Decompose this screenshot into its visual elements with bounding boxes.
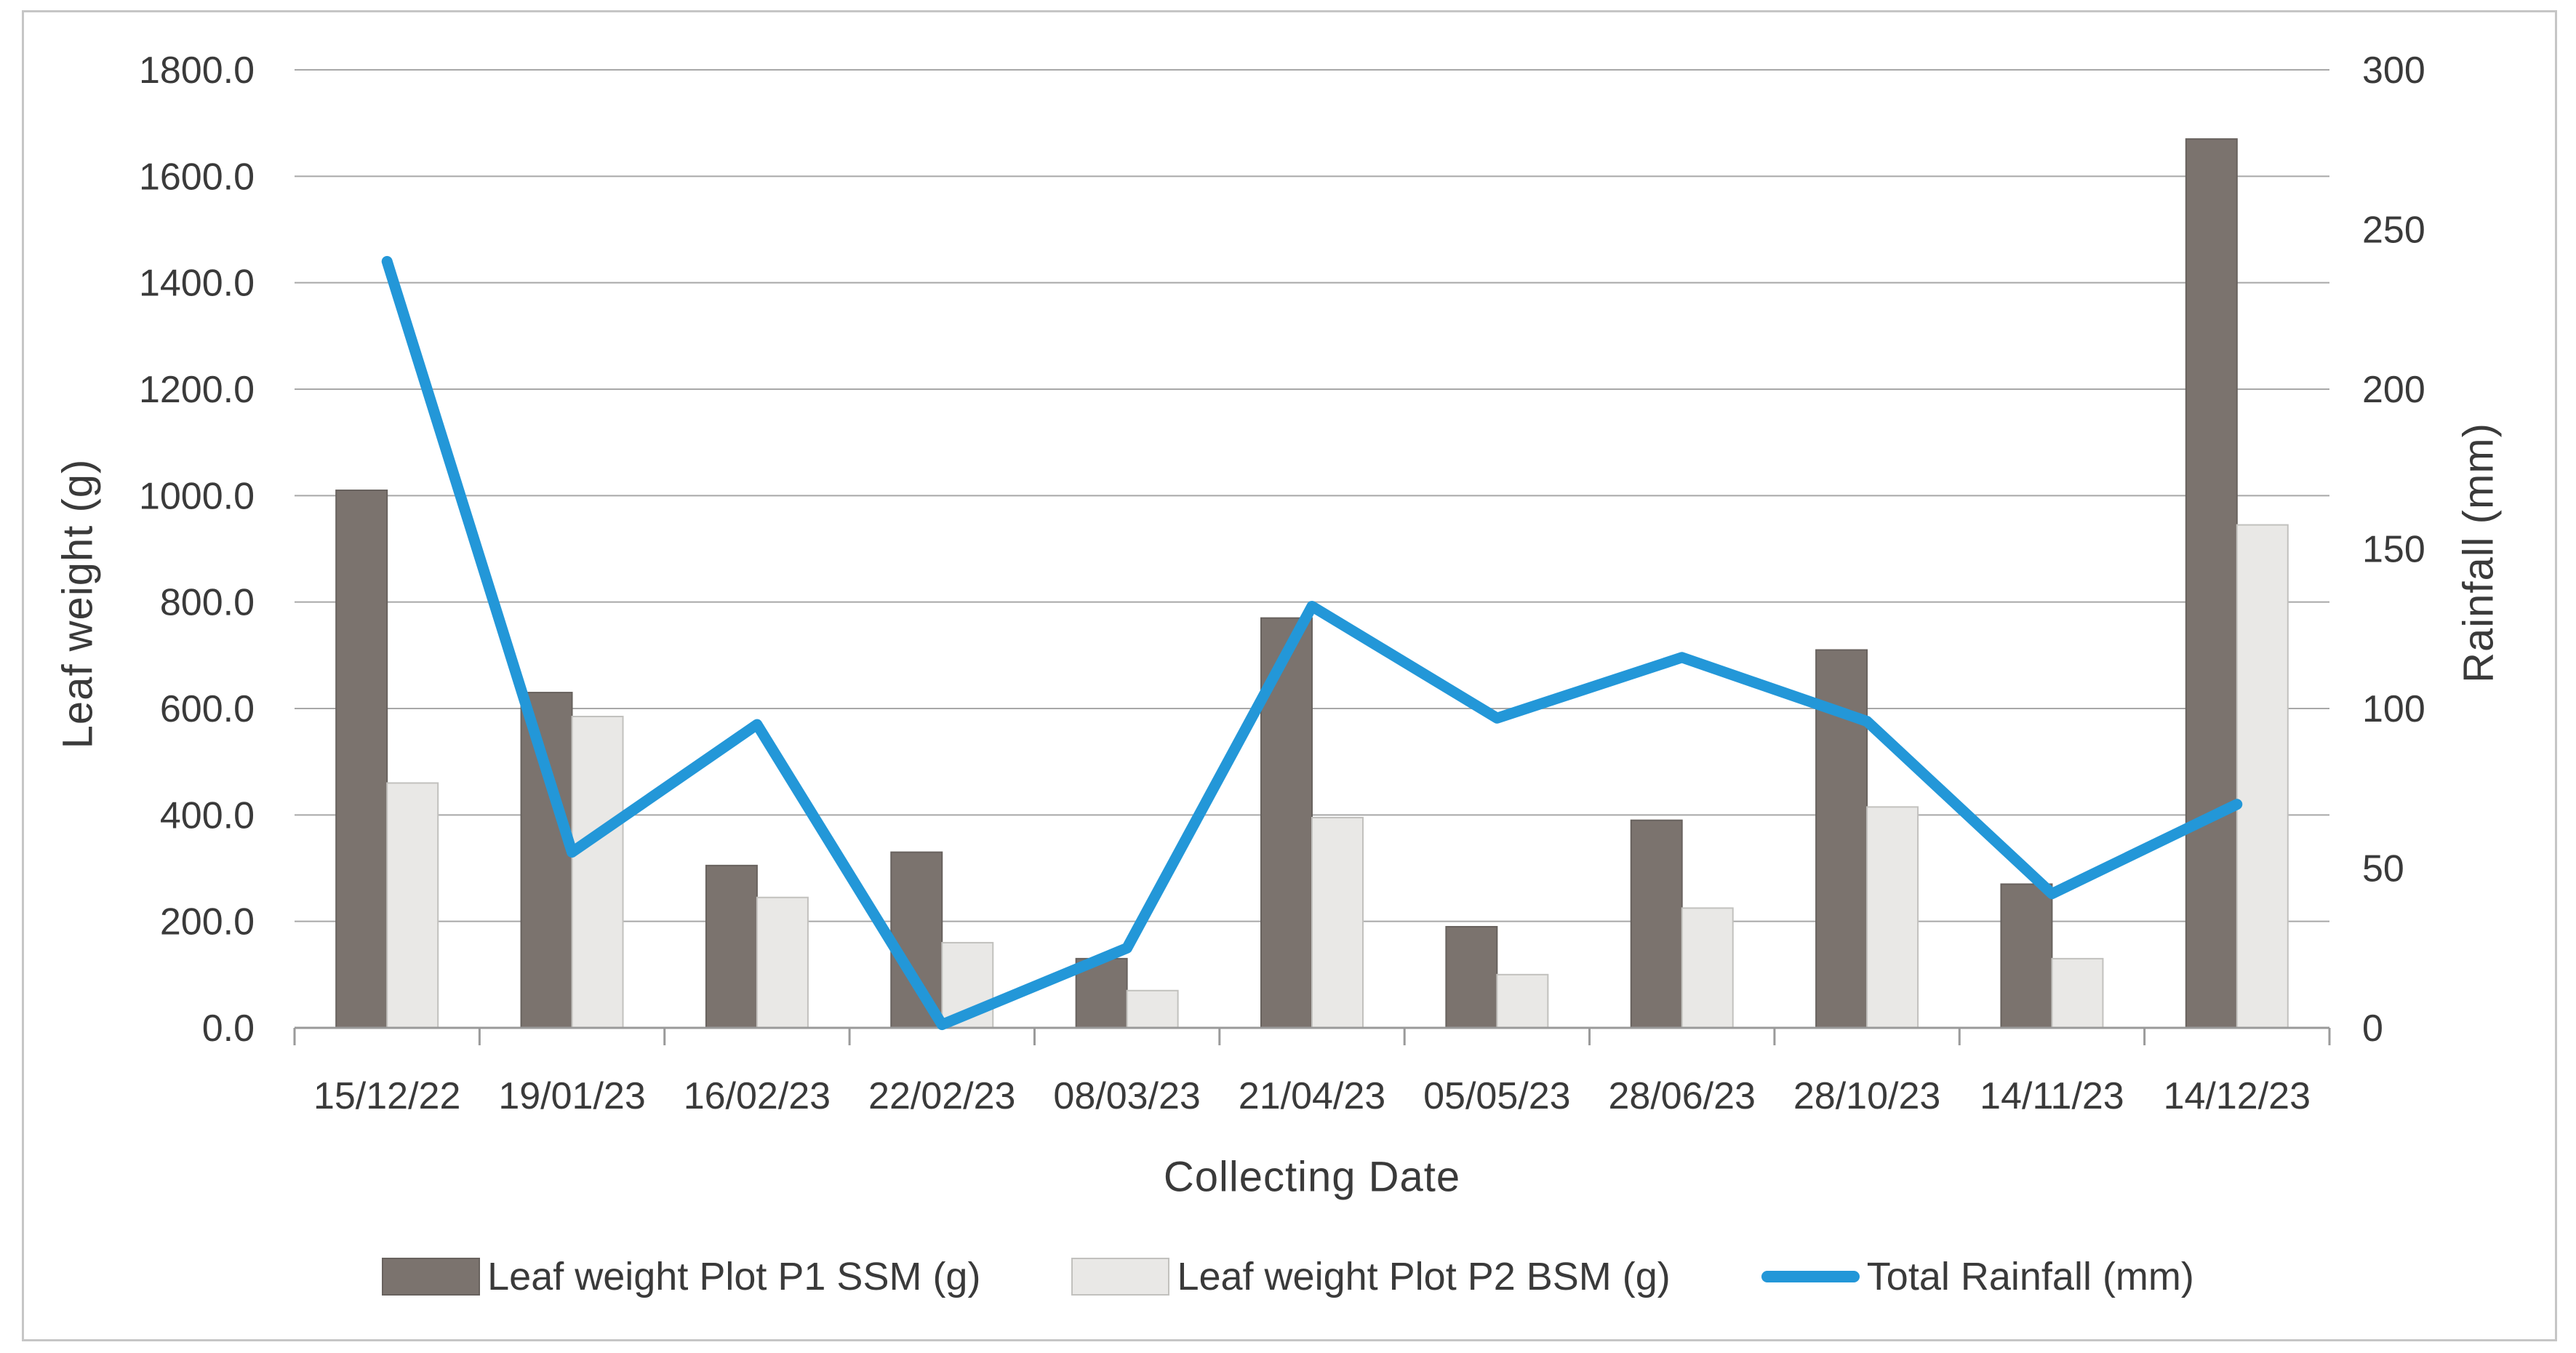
legend-label-rainfall: Total Rainfall (mm) bbox=[1866, 1254, 2194, 1298]
bar-p1-ssm-15/12/22 bbox=[335, 490, 388, 1029]
y-right-tick-label: 0 bbox=[2362, 1007, 2383, 1050]
legend-item-p1-ssm: Leaf weight Plot P1 SSM (g) bbox=[382, 1254, 980, 1299]
x-tick-label: 16/02/23 bbox=[684, 1075, 831, 1117]
bar-p1-ssm-14/12/23 bbox=[2185, 138, 2238, 1029]
x-tick-label: 21/04/23 bbox=[1239, 1075, 1385, 1117]
rainfall-line bbox=[381, 255, 2243, 1031]
bar-p1-ssm-28/06/23 bbox=[1630, 819, 1683, 1029]
x-tick-label: 14/11/23 bbox=[1980, 1075, 2124, 1117]
right-axis-title: Rainfall (mm) bbox=[2455, 423, 2503, 683]
x-tick-label: 05/05/23 bbox=[1423, 1075, 1570, 1117]
legend-item-p2-bsm: Leaf weight Plot P2 BSM (g) bbox=[1071, 1254, 1671, 1299]
bar-p2-bsm-08/03/23 bbox=[1126, 989, 1179, 1029]
x-tick-label: 08/03/23 bbox=[1053, 1075, 1200, 1117]
bar-p2-bsm-05/05/23 bbox=[1496, 973, 1549, 1029]
legend: Leaf weight Plot P1 SSM (g) Leaf weight … bbox=[0, 1238, 2576, 1314]
x-axis-title: Collecting Date bbox=[1163, 1153, 1461, 1201]
y-right-tick-label: 300 bbox=[2362, 49, 2425, 92]
legend-item-rainfall: Total Rainfall (mm) bbox=[1761, 1254, 2194, 1299]
legend-label-p1: Leaf weight Plot P1 SSM (g) bbox=[487, 1254, 981, 1298]
y-left-tick-label: 800.0 bbox=[160, 582, 255, 624]
y-right-tick-label: 100 bbox=[2362, 688, 2425, 730]
y-right-tick-label: 150 bbox=[2362, 529, 2425, 571]
y-left-tick-label: 1200.0 bbox=[139, 369, 255, 411]
bar-p2-bsm-14/11/23 bbox=[2051, 957, 2104, 1029]
y-left-tick-label: 0.0 bbox=[202, 1007, 255, 1050]
bar-p1-ssm-05/05/23 bbox=[1445, 925, 1498, 1029]
legend-label-p2: Leaf weight Plot P2 BSM (g) bbox=[1177, 1254, 1671, 1298]
bar-p2-bsm-14/12/23 bbox=[2236, 524, 2289, 1029]
bar-p1-ssm-19/01/23 bbox=[520, 692, 573, 1029]
legend-swatch-line-rainfall bbox=[1761, 1270, 1860, 1282]
legend-swatch-bar-p1 bbox=[382, 1257, 481, 1296]
x-tick-label: 15/12/22 bbox=[313, 1075, 460, 1117]
y-right-tick-label: 50 bbox=[2362, 848, 2404, 890]
bar-p1-ssm-14/11/23 bbox=[2000, 883, 2053, 1029]
bar-p1-ssm-22/02/23 bbox=[890, 851, 943, 1029]
bar-p2-bsm-21/04/23 bbox=[1311, 816, 1364, 1029]
y-left-tick-label: 1800.0 bbox=[139, 49, 255, 92]
y-left-tick-label: 1400.0 bbox=[139, 263, 255, 305]
bar-p2-bsm-28/10/23 bbox=[1866, 806, 1919, 1029]
bar-p2-bsm-28/06/23 bbox=[1681, 907, 1734, 1029]
x-tick-label: 28/10/23 bbox=[1793, 1075, 1940, 1117]
x-tick-label: 19/01/23 bbox=[498, 1075, 645, 1117]
x-tick-label: 28/06/23 bbox=[1609, 1075, 1756, 1117]
y-right-tick-label: 250 bbox=[2362, 209, 2425, 252]
x-tick-label: 22/02/23 bbox=[868, 1075, 1015, 1117]
y-left-tick-label: 1000.0 bbox=[139, 475, 255, 517]
y-left-tick-label: 400.0 bbox=[160, 794, 255, 837]
bar-p1-ssm-16/02/23 bbox=[705, 864, 758, 1029]
left-axis-title: Leaf weight (g) bbox=[54, 458, 102, 749]
bar-p2-bsm-15/12/22 bbox=[386, 782, 439, 1029]
legend-swatch-bar-p2 bbox=[1071, 1257, 1170, 1296]
bar-p2-bsm-19/01/23 bbox=[571, 715, 624, 1029]
y-right-tick-label: 200 bbox=[2362, 369, 2425, 411]
y-left-tick-label: 600.0 bbox=[160, 688, 255, 730]
y-left-tick-label: 200.0 bbox=[160, 901, 255, 943]
y-left-tick-label: 1600.0 bbox=[139, 156, 255, 198]
x-tick-label: 14/12/23 bbox=[2164, 1075, 2311, 1117]
bar-p2-bsm-16/02/23 bbox=[756, 896, 809, 1029]
